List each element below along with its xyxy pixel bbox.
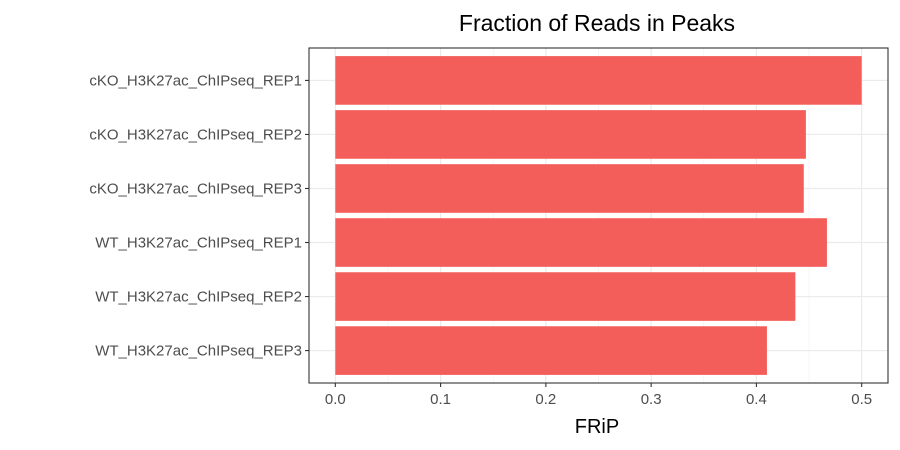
y-axis: cKO_H3K27ac_ChIPseq_REP1 cKO_H3K27ac_ChIP… xyxy=(89,72,309,360)
x-tick-label: 0.0 xyxy=(325,391,346,408)
bars-group xyxy=(335,56,862,375)
bar xyxy=(335,218,827,267)
bar xyxy=(335,56,862,105)
x-tick-label: 0.1 xyxy=(430,391,451,408)
bar xyxy=(335,164,804,213)
y-tick-label: cKO_H3K27ac_ChIPseq_REP3 xyxy=(89,180,302,197)
x-axis-label: FRiP xyxy=(575,416,619,438)
x-tick-label: 0.2 xyxy=(535,391,556,408)
x-tick-label: 0.4 xyxy=(746,391,767,408)
y-tick-label: cKO_H3K27ac_ChIPseq_REP2 xyxy=(89,126,302,143)
panel-border xyxy=(308,47,889,384)
bar xyxy=(335,110,806,159)
bar xyxy=(335,272,796,321)
y-tick-label: WT_H3K27ac_ChIPseq_REP1 xyxy=(95,235,302,252)
y-tick-label: WT_H3K27ac_ChIPseq_REP3 xyxy=(95,343,302,360)
x-tick-label: 0.3 xyxy=(641,391,662,408)
bar xyxy=(335,326,767,375)
x-tick-label: 0.5 xyxy=(851,391,872,408)
y-tick-label: cKO_H3K27ac_ChIPseq_REP1 xyxy=(89,72,302,89)
y-tick-label: WT_H3K27ac_ChIPseq_REP2 xyxy=(95,289,302,306)
chart-title: Fraction of Reads in Peaks xyxy=(459,10,735,36)
x-axis: 0.0 0.1 0.2 0.3 0.4 0.5 xyxy=(325,383,872,408)
